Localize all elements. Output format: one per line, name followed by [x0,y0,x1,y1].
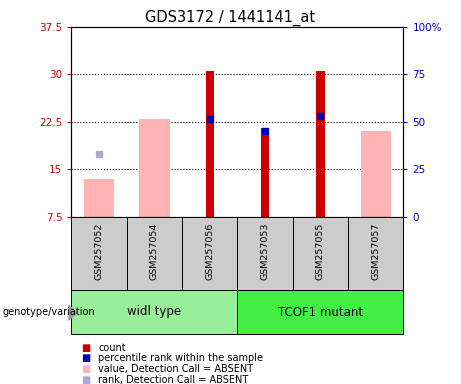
Bar [361,131,391,217]
Text: widl type: widl type [127,306,182,318]
Polygon shape [68,304,78,321]
Bar [348,217,403,290]
Bar [237,217,293,290]
Text: GSM257056: GSM257056 [205,223,214,280]
Bar [261,128,269,217]
Text: GSM257057: GSM257057 [371,223,380,280]
Text: GSM257052: GSM257052 [95,223,104,280]
Text: ■: ■ [81,353,90,363]
Text: percentile rank within the sample: percentile rank within the sample [98,353,263,363]
Text: GSM257054: GSM257054 [150,223,159,280]
Text: GDS3172 / 1441141_at: GDS3172 / 1441141_at [145,10,316,26]
Bar [182,217,237,290]
Text: ■: ■ [81,375,90,384]
Text: rank, Detection Call = ABSENT: rank, Detection Call = ABSENT [98,375,248,384]
Text: TCOF1 mutant: TCOF1 mutant [278,306,363,318]
Text: value, Detection Call = ABSENT: value, Detection Call = ABSENT [98,364,253,374]
Bar [237,290,403,334]
Bar [71,217,127,290]
Bar [139,119,170,217]
Bar [316,71,325,217]
Bar [71,290,237,334]
Bar [84,179,114,217]
Text: ■: ■ [81,343,90,353]
Text: count: count [98,343,126,353]
Bar [127,217,182,290]
Text: genotype/variation: genotype/variation [2,307,95,317]
Bar [206,71,214,217]
Text: GSM257055: GSM257055 [316,223,325,280]
Bar [293,217,348,290]
Text: ■: ■ [81,364,90,374]
Text: GSM257053: GSM257053 [260,223,270,280]
